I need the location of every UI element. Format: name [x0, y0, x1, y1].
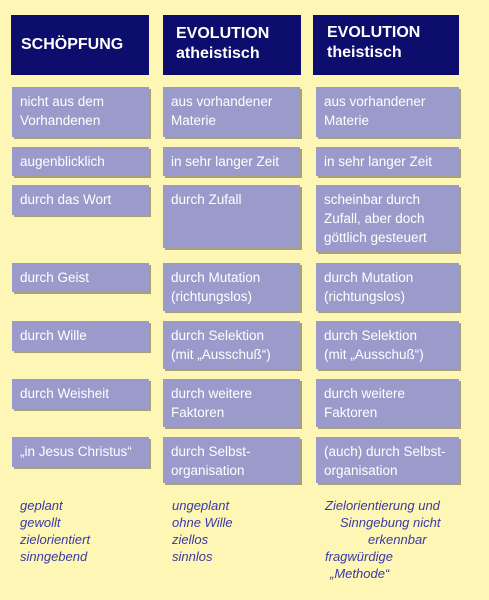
cell-line: „in Jesus Christus“ — [20, 444, 132, 459]
header-line: theistisch — [327, 44, 402, 61]
cell-line: (mit „Ausschuß“) — [324, 347, 424, 362]
header-line: SCHÖPFUNG — [21, 36, 124, 53]
cell-line: (richtungslos) — [324, 289, 406, 304]
cell-r6-theistisch: durch weitere Faktoren — [316, 379, 459, 427]
cell-line: Zufall, aber doch — [324, 211, 425, 226]
header-line: EVOLUTION — [327, 24, 421, 41]
cell-line: durch Zufall — [171, 192, 242, 207]
cell-line: durch Mutation — [171, 270, 261, 285]
cell-line: göttlich gesteuert — [324, 230, 427, 245]
cell-line: durch das Wort — [20, 192, 112, 207]
cell-r4-theistisch: durch Mutation (richtungslos) — [316, 263, 459, 311]
cell-line: Vorhandenen — [20, 113, 101, 128]
cell-line: durch Selbst- — [171, 444, 251, 459]
cell-line: augenblicklich — [20, 154, 105, 169]
cell-r5-atheistisch: durch Selektion (mit „Ausschuß“) — [163, 321, 300, 369]
cell-line: durch Weisheit — [20, 386, 110, 401]
header-evolution-theistisch: EVOLUTION theistisch — [313, 15, 459, 75]
footer-line: sinnlos — [172, 549, 213, 564]
footer-theistisch: Zielorientierung und Sinngebung nicht er… — [325, 497, 440, 582]
cell-line: Materie — [171, 113, 217, 128]
cell-line: (richtungslos) — [171, 289, 253, 304]
footer-line: geplant — [20, 498, 63, 513]
cell-line: Faktoren — [171, 405, 225, 420]
cell-line: (mit „Ausschuß“) — [171, 347, 271, 362]
cell-line: durch Geist — [20, 270, 90, 285]
cell-r1-theistisch: aus vorhandener Materie — [316, 87, 459, 137]
cell-r5-theistisch: durch Selektion (mit „Ausschuß“) — [316, 321, 459, 369]
cell-line: organisation — [171, 463, 245, 478]
cell-r7-atheistisch: durch Selbst- organisation — [163, 437, 300, 483]
cell-r3-schoepfung: durch das Wort — [12, 185, 149, 215]
cell-line: durch Selektion — [324, 328, 418, 343]
cell-line: (auch) durch Selbst- — [324, 444, 446, 459]
cell-line: Faktoren — [324, 405, 378, 420]
cell-r3-atheistisch: durch Zufall — [163, 185, 300, 248]
footer-atheistisch: ungeplant ohne Wille ziellos sinnlos — [172, 497, 233, 565]
cell-line: Materie — [324, 113, 370, 128]
cell-r4-schoepfung: durch Geist — [12, 263, 149, 292]
footer-line: Zielorientierung und — [325, 498, 440, 513]
footer-line: sinngebend — [20, 549, 88, 564]
header-line: EVOLUTION — [176, 25, 270, 42]
footer-schoepfung: geplant gewollt zielorientiert sinngeben… — [20, 497, 90, 565]
cell-r2-schoepfung: augenblicklich — [12, 147, 149, 176]
footer-line: „Methode“ — [330, 566, 390, 581]
cell-r2-atheistisch: in sehr langer Zeit — [163, 147, 300, 176]
cell-line: organisation — [324, 463, 398, 478]
header-line: atheistisch — [176, 45, 260, 62]
header-evolution-atheistisch: EVOLUTION atheistisch — [163, 15, 301, 75]
footer-line: fragwürdige — [325, 549, 393, 564]
cell-line: durch weitere — [171, 386, 253, 401]
cell-line: durch Selektion — [171, 328, 265, 343]
cell-r7-schoepfung: „in Jesus Christus“ — [12, 437, 149, 467]
footer-line: Sinngebung nicht — [340, 515, 441, 530]
footer-line: ungeplant — [172, 498, 230, 513]
cell-line: in sehr langer Zeit — [324, 154, 433, 169]
footer-line: gewollt — [20, 515, 61, 530]
cell-line: in sehr langer Zeit — [171, 154, 280, 169]
cell-r3-theistisch: scheinbar durch Zufall, aber doch göttli… — [316, 185, 459, 252]
cell-line: scheinbar durch — [324, 192, 421, 207]
cell-r1-schoepfung: nicht aus dem Vorhandenen — [12, 87, 149, 137]
cell-line: durch Mutation — [324, 270, 414, 285]
cell-line: durch weitere — [324, 386, 406, 401]
footer-line: ohne Wille — [172, 515, 233, 530]
cell-r6-atheistisch: durch weitere Faktoren — [163, 379, 300, 427]
cell-line: aus vorhandener — [171, 94, 273, 109]
cell-r1-atheistisch: aus vorhandener Materie — [163, 87, 300, 137]
cell-r2-theistisch: in sehr langer Zeit — [316, 147, 459, 176]
cell-r5-schoepfung: durch Wille — [12, 321, 149, 351]
cell-line: nicht aus dem — [20, 94, 105, 109]
cell-line: durch Wille — [20, 328, 87, 343]
footer-line: ziellos — [172, 532, 209, 547]
cell-r4-atheistisch: durch Mutation (richtungslos) — [163, 263, 300, 311]
header-schoepfung: SCHÖPFUNG — [11, 15, 149, 75]
footer-line: erkennbar — [368, 532, 427, 547]
cell-r6-schoepfung: durch Weisheit — [12, 379, 149, 409]
cell-r7-theistisch: (auch) durch Selbst- organisation — [316, 437, 459, 483]
footer-line: zielorientiert — [20, 532, 91, 547]
cell-line: aus vorhandener — [324, 94, 426, 109]
